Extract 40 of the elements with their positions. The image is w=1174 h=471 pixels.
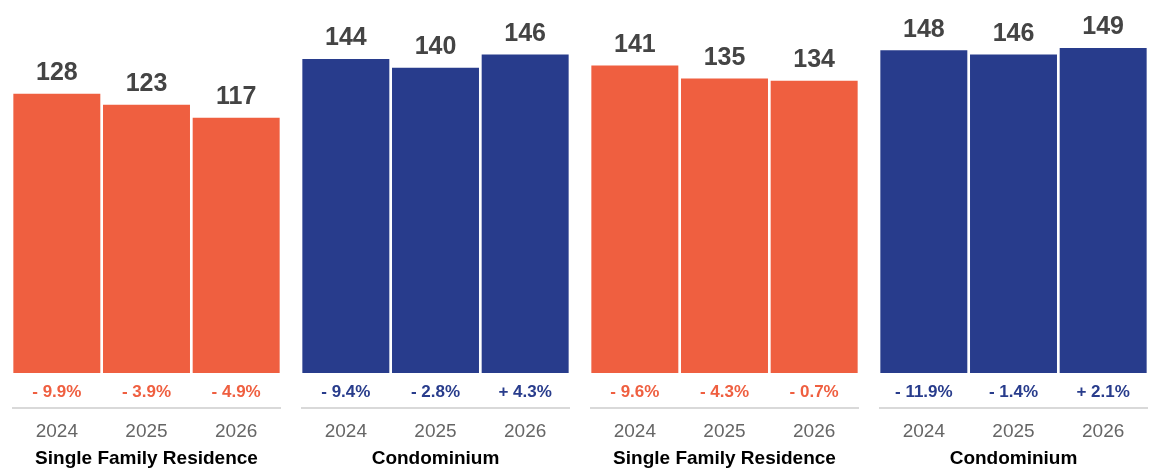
x-axis-title: Condominium [371, 447, 500, 469]
text: - 0.7% [789, 381, 839, 401]
text: - 2.8% [410, 381, 461, 401]
data-label: 149 [1082, 11, 1125, 40]
x-tick-label: 2025 [703, 420, 746, 442]
text: - 11.9% [895, 381, 953, 401]
text: - 4.9% [211, 381, 261, 401]
data-label: 135 [703, 41, 746, 70]
text: + 4.3% [498, 381, 552, 401]
data-label: 140 [414, 31, 457, 60]
data-label: 146 [992, 17, 1035, 46]
data-label: 141 [613, 28, 656, 57]
data-label: 134 [793, 44, 836, 73]
data-label: 128 [35, 57, 78, 86]
text: + 2.1% [1076, 381, 1130, 401]
x-tick-label: 2024 [324, 420, 368, 442]
text: - 9.9% [32, 381, 82, 401]
text: - 9.6% [610, 381, 660, 401]
x-axis-title: Single Family Residence [613, 447, 836, 469]
text: - 4.3% [699, 381, 750, 401]
x-tick-label: 2026 [793, 420, 836, 442]
data-label: 146 [504, 17, 547, 46]
data-label: 148 [902, 13, 945, 42]
text: - 1.4% [988, 381, 1039, 401]
x-tick-label: 2025 [992, 420, 1035, 442]
x-axis-title: Condominium [949, 447, 1078, 469]
x-axis-title: Single Family Residence [35, 447, 258, 469]
x-tick-label: 2024 [613, 420, 657, 442]
x-tick-label: 2026 [504, 420, 547, 442]
x-tick-label: 2026 [1082, 420, 1125, 442]
x-tick-label: 2025 [414, 420, 457, 442]
data-label: 123 [125, 68, 168, 97]
x-tick-label: 2024 [35, 420, 79, 442]
text: - 3.9% [121, 381, 172, 401]
x-tick-label: 2025 [125, 420, 168, 442]
x-tick-label: 2024 [902, 420, 946, 442]
data-label: 117 [215, 81, 257, 110]
text: - 9.4% [321, 381, 371, 401]
x-tick-label: 2026 [215, 420, 258, 442]
data-label: 144 [324, 22, 367, 51]
